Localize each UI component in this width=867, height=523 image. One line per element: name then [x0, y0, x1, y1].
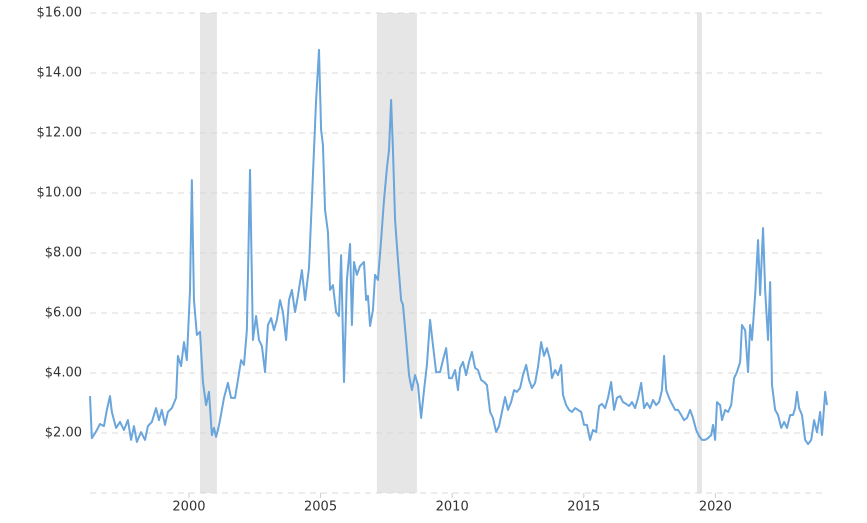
y-tick-label: $6.00 — [45, 306, 82, 321]
y-tick-label: $8.00 — [45, 246, 82, 261]
price-line — [89, 48, 828, 446]
x-tick-label: 2000 — [172, 500, 205, 515]
x-tick-label: 2005 — [304, 500, 337, 515]
y-tick-label: $4.00 — [45, 366, 82, 381]
x-tick-label: 2010 — [436, 500, 469, 515]
x-tick-label: 2015 — [567, 500, 600, 515]
y-tick-label: $2.00 — [45, 426, 82, 441]
y-tick-label: $12.00 — [37, 126, 83, 141]
y-tick-label: $16.00 — [37, 6, 83, 21]
y-tick-label: $14.00 — [37, 66, 83, 81]
x-tick-label: 2020 — [699, 500, 732, 515]
y-tick-label: $10.00 — [37, 186, 83, 201]
